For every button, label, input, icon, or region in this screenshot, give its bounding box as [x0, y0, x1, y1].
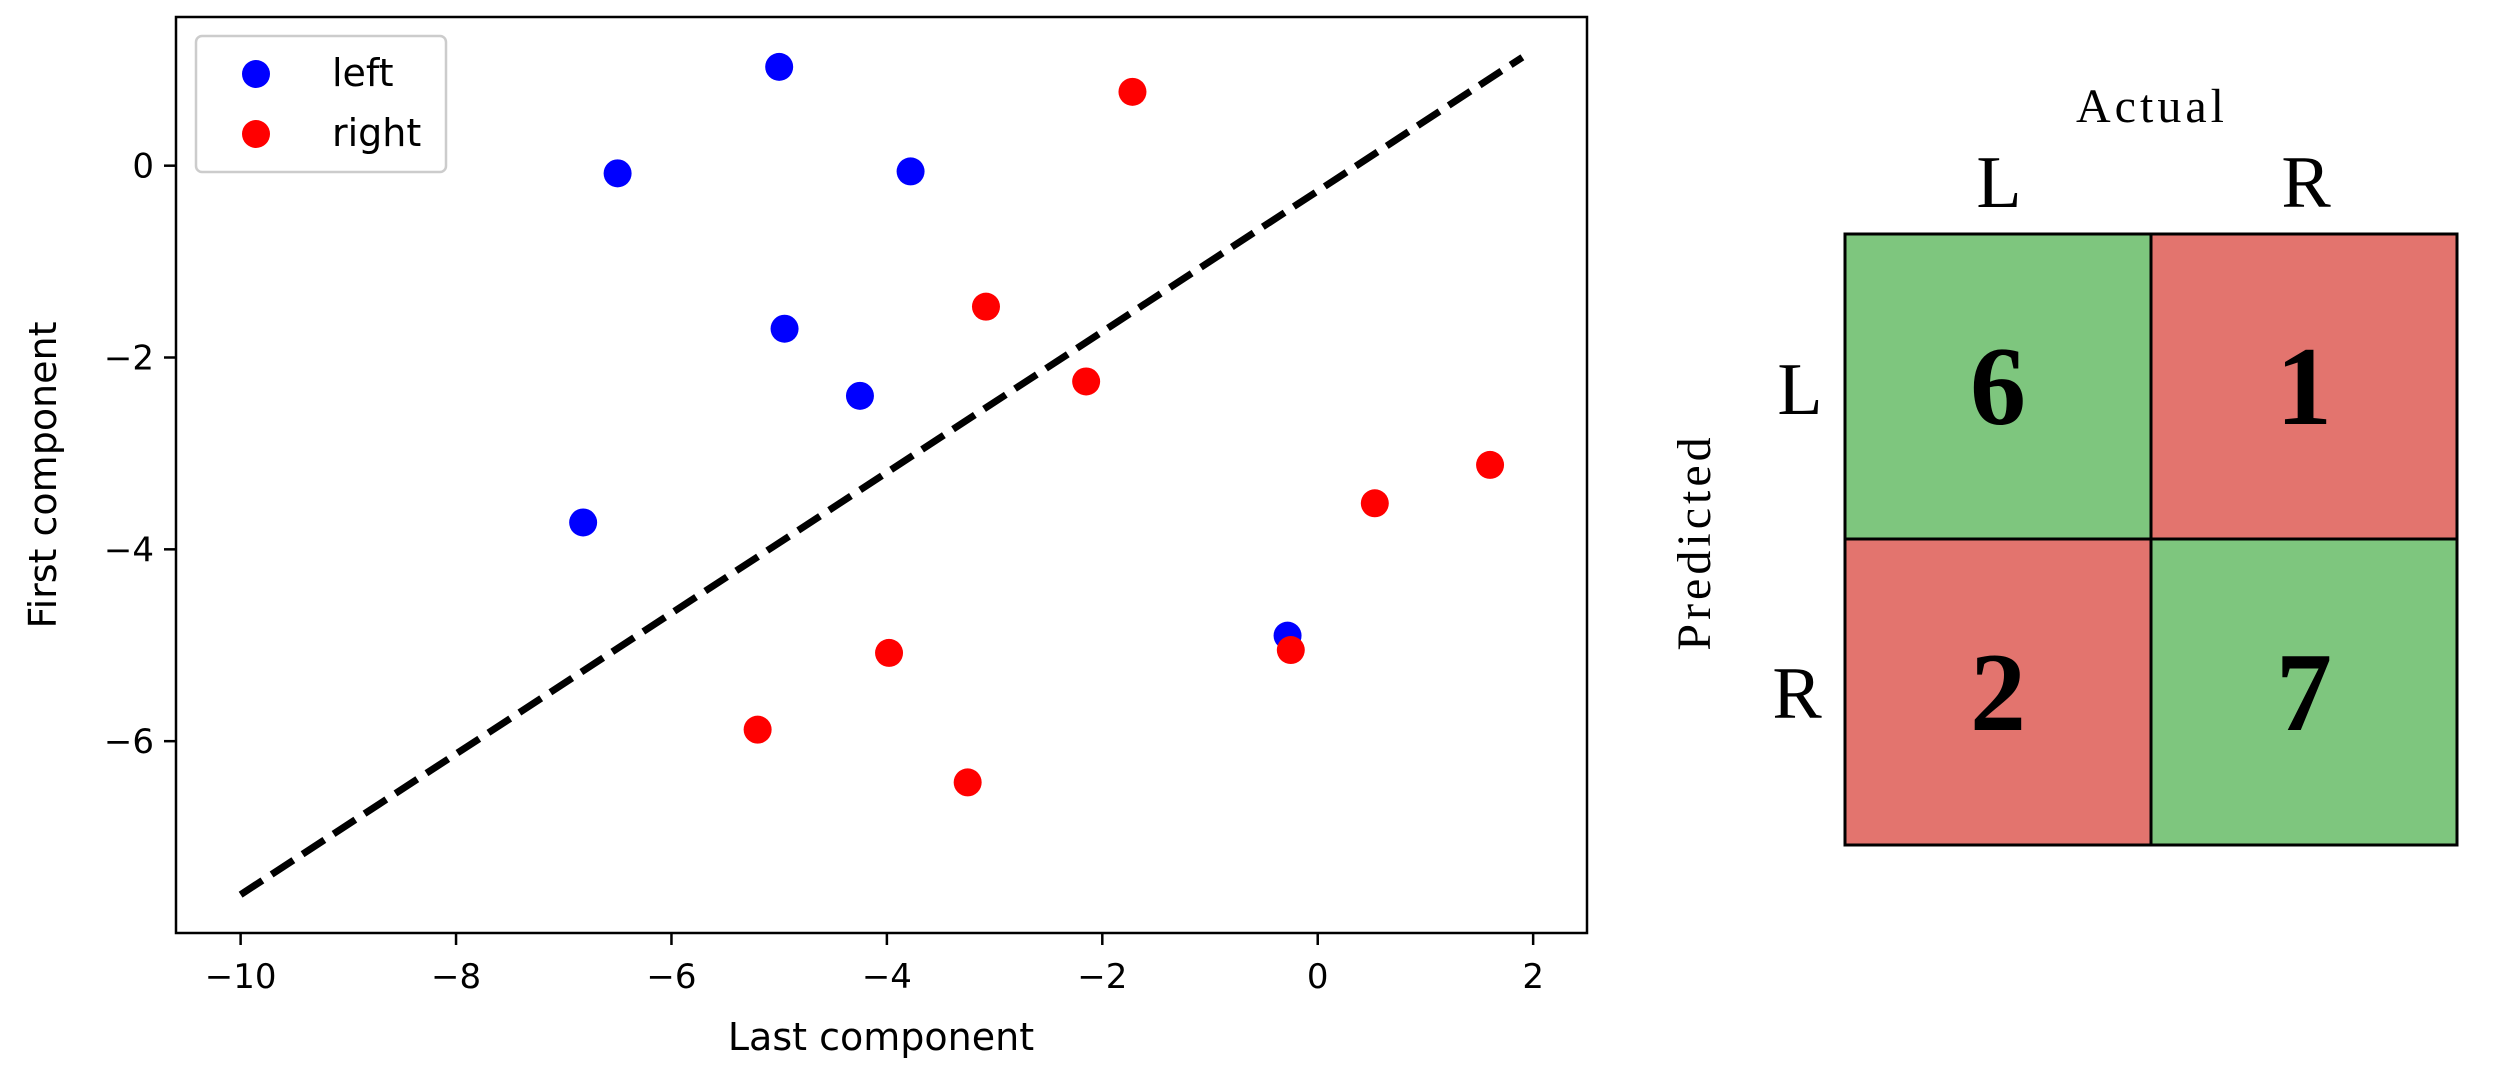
point-right-6 — [1276, 636, 1305, 665]
x-tick-label: −6 — [646, 957, 696, 997]
matrix-value-rr: 7 — [2276, 631, 2332, 755]
point-right-4 — [1476, 450, 1505, 479]
legend: left right — [194, 34, 448, 174]
decision-boundary-line — [238, 54, 1525, 898]
legend-label-right: right — [332, 111, 421, 155]
matrix-row-label-l: L — [1777, 349, 1822, 431]
point-right-1 — [1118, 77, 1147, 106]
point-left-3 — [896, 157, 925, 186]
y-tick-label: −4 — [104, 530, 154, 570]
x-tick-label: −4 — [862, 957, 912, 997]
matrix-row-label-r: R — [1772, 653, 1822, 735]
plot-frame — [174, 15, 1589, 935]
series-left — [569, 52, 1302, 650]
point-right-3 — [1072, 367, 1101, 396]
matrix-value-rl: 2 — [1970, 631, 2026, 755]
legend-marker-right — [242, 120, 270, 148]
x-tick-label: −2 — [1077, 957, 1127, 997]
matrix-cell-lr — [2149, 232, 2459, 541]
point-left-4 — [770, 314, 799, 343]
x-tick-label: −8 — [431, 957, 481, 997]
y-tick-label: −6 — [104, 722, 154, 762]
scatter-marks — [238, 52, 1525, 898]
x-tick-label: 2 — [1522, 957, 1544, 997]
x-tick-label: 0 — [1307, 957, 1329, 997]
point-right-9 — [953, 768, 982, 797]
point-left-6 — [569, 508, 598, 537]
y-tick-label: −2 — [104, 339, 154, 379]
point-left-5 — [845, 381, 874, 410]
matrix-cell-rl — [1843, 537, 2153, 847]
point-right-2 — [971, 292, 1000, 321]
y-axis-ticks: −6 −4 −2 0 — [104, 147, 176, 762]
point-left-1 — [765, 52, 794, 81]
matrix-row-header: Predicted — [1668, 433, 1721, 650]
point-right-7 — [875, 638, 904, 667]
x-tick-label: −10 — [205, 957, 277, 997]
x-axis-ticks: −10 −8 −6 −4 −2 0 2 — [205, 933, 1544, 997]
scatter-plot: −10 −8 −6 −4 −2 0 2 −6 −4 −2 0 Last component Fir… — [21, 15, 1589, 1059]
matrix-value-ll: 6 — [1970, 325, 2026, 449]
matrix-column-header: Actual — [2076, 80, 2228, 133]
series-right — [743, 77, 1505, 797]
matrix-column-label-r: R — [2281, 142, 2331, 224]
legend-label-left: left — [332, 51, 394, 95]
y-axis-label: First component — [21, 321, 65, 628]
point-right-8 — [743, 715, 772, 744]
confusion-matrix: Actual Predicted L R L R 6 1 2 7 — [1668, 80, 2459, 847]
matrix-column-label-l: L — [1976, 142, 2021, 224]
point-right-5 — [1360, 489, 1389, 518]
legend-marker-left — [242, 60, 270, 88]
matrix-value-lr: 1 — [2276, 325, 2332, 449]
y-tick-label: 0 — [132, 147, 154, 187]
x-axis-label: Last component — [728, 1015, 1034, 1059]
matrix-cell-ll — [1843, 232, 2153, 541]
matrix-cell-rr — [2149, 537, 2459, 847]
point-left-2 — [603, 159, 632, 188]
